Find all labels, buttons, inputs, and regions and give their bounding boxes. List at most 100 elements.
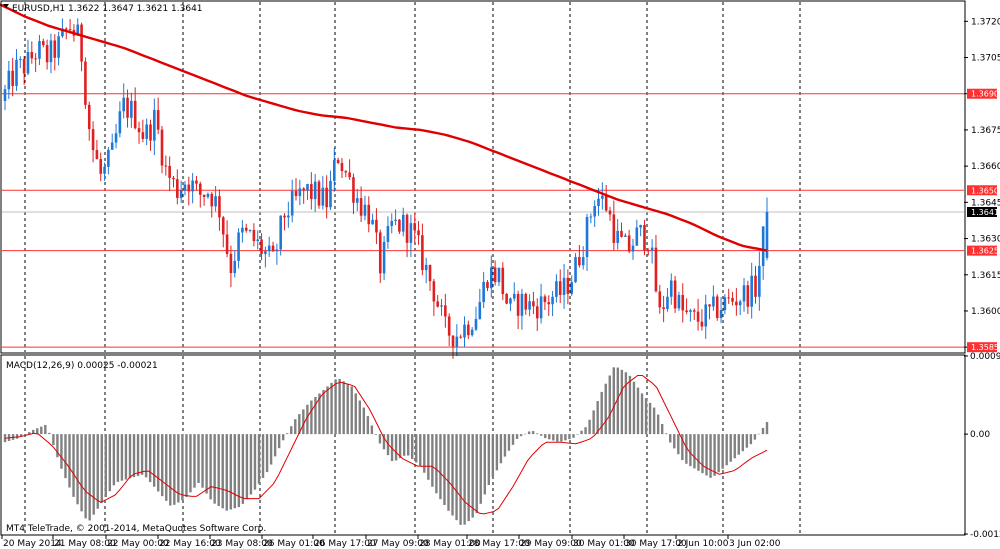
price-level-tag bbox=[967, 342, 997, 353]
macd-histogram-bar bbox=[580, 430, 583, 435]
candle-body bbox=[696, 311, 700, 322]
candle-body bbox=[264, 251, 267, 254]
macd-histogram-bar bbox=[84, 434, 87, 519]
macd-histogram-bar bbox=[157, 434, 160, 492]
candle-body bbox=[38, 41, 41, 59]
price-level-tag bbox=[967, 88, 997, 99]
macd-histogram-bar bbox=[225, 434, 228, 511]
current-price-tag bbox=[967, 207, 997, 217]
macd-histogram-bar bbox=[302, 409, 305, 435]
macd-histogram-bar bbox=[588, 419, 591, 435]
macd-histogram-bar bbox=[140, 434, 144, 475]
macd-axis: 0.00097 0.00 -0.00124 bbox=[964, 352, 1000, 540]
macd-histogram-bar bbox=[241, 434, 245, 504]
candle-body bbox=[371, 219, 374, 225]
macd-histogram-bar bbox=[604, 383, 607, 435]
candle-body bbox=[317, 181, 321, 206]
candle-body bbox=[68, 29, 72, 31]
macd-histogram-bar bbox=[648, 402, 652, 435]
macd-histogram-bar bbox=[112, 434, 116, 486]
candle-body bbox=[344, 171, 348, 173]
candle-body bbox=[294, 191, 298, 197]
time-tick-label: 30 May 01:00 bbox=[573, 539, 635, 549]
price-level-tag bbox=[967, 185, 997, 196]
candle-body bbox=[64, 28, 68, 30]
macd-histogram-bar bbox=[427, 434, 430, 480]
macd-histogram-bar bbox=[644, 398, 648, 435]
candle-body bbox=[608, 210, 612, 215]
macd-histogram-bar bbox=[535, 433, 539, 435]
candle-body bbox=[620, 230, 623, 237]
macd-histogram-bar bbox=[56, 434, 59, 458]
candle-body bbox=[750, 275, 753, 307]
price-level-tag-label: 1.3625 bbox=[971, 247, 999, 256]
macd-histogram-bar bbox=[451, 434, 454, 516]
macd-histogram-bar bbox=[548, 434, 551, 440]
macd-histogram-bar bbox=[298, 414, 301, 435]
macd-histogram-bar bbox=[572, 434, 575, 438]
macd-histogram-bar bbox=[80, 434, 83, 512]
candle-body bbox=[746, 285, 750, 307]
macd-histogram-bar bbox=[362, 407, 366, 435]
macd-signal-line bbox=[4, 375, 768, 515]
candle-body bbox=[187, 184, 191, 192]
candle-body bbox=[712, 296, 715, 307]
macd-histogram-bar bbox=[717, 434, 720, 473]
macd-histogram-bar bbox=[701, 434, 704, 474]
candle-body bbox=[413, 223, 417, 231]
macd-histogram-bar bbox=[725, 434, 728, 466]
macd-histogram-bar bbox=[281, 434, 285, 441]
candle-body bbox=[428, 264, 432, 282]
macd-histogram-bar bbox=[318, 393, 321, 435]
macd-histogram-bar bbox=[366, 416, 370, 435]
macd-histogram-bar bbox=[503, 434, 507, 457]
candle-body bbox=[650, 247, 654, 251]
time-tick-label: 26 May 01:00 bbox=[263, 539, 325, 549]
candle-body bbox=[516, 293, 520, 316]
macd-histogram-bar bbox=[217, 434, 220, 506]
candle-body bbox=[512, 293, 516, 299]
candle-body bbox=[225, 234, 229, 254]
candle-body bbox=[654, 247, 658, 292]
macd-histogram-bar bbox=[116, 434, 120, 482]
chevron-down-icon[interactable] bbox=[3, 4, 9, 8]
candle-body bbox=[283, 215, 286, 218]
candle-body bbox=[30, 51, 34, 59]
candle-body bbox=[543, 296, 547, 303]
macd-histogram-bar bbox=[455, 434, 458, 521]
candle-body bbox=[417, 230, 420, 236]
macd-histogram-bar bbox=[229, 434, 232, 510]
horizontal-levels[interactable] bbox=[2, 93, 964, 348]
macd-histogram-bar bbox=[354, 393, 357, 435]
candle-body bbox=[765, 212, 769, 258]
macd-histogram-bar bbox=[564, 434, 567, 441]
macd-histogram-bar bbox=[40, 426, 43, 435]
macd-histogram-bar bbox=[88, 434, 91, 521]
candle-body bbox=[624, 235, 627, 237]
candle-body bbox=[26, 51, 30, 74]
macd-histogram-bar bbox=[467, 434, 470, 522]
candle-body bbox=[359, 198, 363, 216]
macd-histogram-bar bbox=[100, 434, 103, 503]
macd-histogram-bar bbox=[205, 434, 208, 494]
macd-histogram-bar bbox=[201, 434, 204, 488]
candle-body bbox=[581, 257, 585, 266]
macd-histogram-bar bbox=[104, 434, 107, 498]
candle-body bbox=[91, 129, 95, 151]
time-tick-label: 21 May 08:00 bbox=[54, 539, 116, 549]
macd-histogram-bar bbox=[540, 434, 543, 436]
macd-histogram-bar bbox=[406, 434, 410, 456]
candle-body bbox=[153, 110, 156, 141]
candle-body bbox=[145, 124, 148, 139]
candle-body bbox=[233, 260, 237, 274]
candle-body bbox=[478, 302, 482, 319]
candlestick-series bbox=[3, 18, 769, 359]
candle-body bbox=[244, 227, 248, 231]
time-tick-label: 3 Jun 02:00 bbox=[729, 539, 781, 549]
candle-body bbox=[677, 294, 681, 309]
macd-histogram-bar bbox=[741, 434, 745, 452]
macd-histogram-bar bbox=[523, 433, 527, 435]
macd-histogram-bar bbox=[221, 434, 224, 509]
macd-histogram-bar bbox=[165, 434, 168, 501]
